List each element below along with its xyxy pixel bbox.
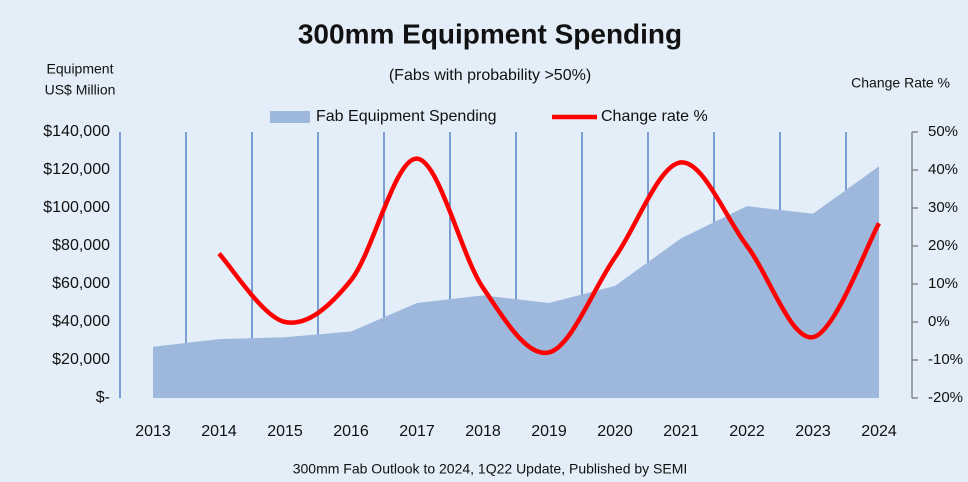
y2-tick-label: 0%	[928, 313, 950, 330]
y-tick-label: $120,000	[43, 161, 110, 178]
y2-tick-label: -10%	[928, 351, 963, 368]
area	[153, 166, 879, 398]
x-tick-label: 2019	[531, 423, 567, 440]
y-tick-label: $60,000	[52, 275, 110, 292]
x-tick-label: 2020	[597, 423, 633, 440]
y-axis-label: US$ Million	[45, 82, 116, 98]
legend-label: Fab Equipment Spending	[316, 108, 497, 125]
y-tick-label: $140,000	[43, 123, 110, 140]
x-tick-label: 2018	[465, 423, 501, 440]
x-tick-label: 2014	[201, 423, 237, 440]
chart-title: 300mm Equipment Spending	[298, 18, 682, 49]
y-tick-label: $80,000	[52, 237, 110, 254]
x-tick-label: 2023	[795, 423, 831, 440]
y-tick-label: $-	[96, 389, 110, 406]
chart-subtitle: (Fabs with probability >50%)	[389, 67, 591, 84]
x-tick-label: 2013	[135, 423, 171, 440]
y2-tick-label: -20%	[928, 389, 963, 406]
x-tick-label: 2017	[399, 423, 435, 440]
y2-tick-label: 20%	[928, 237, 958, 254]
y2-tick-label: 10%	[928, 275, 958, 292]
y2-tick-label: 40%	[928, 161, 958, 178]
x-tick-label: 2022	[729, 423, 765, 440]
y2-axis-label: Change Rate %	[851, 75, 950, 91]
x-tick-label: 2021	[663, 423, 699, 440]
y-tick-label: $100,000	[43, 199, 110, 216]
line	[217, 156, 881, 356]
y2-tick-label: 30%	[928, 199, 958, 216]
x-tick-label: 2024	[861, 423, 897, 440]
y-axis-label: Equipment	[47, 61, 114, 77]
y-tick-label: $40,000	[52, 313, 110, 330]
legend-swatch	[270, 111, 310, 123]
y-tick-label: $20,000	[52, 351, 110, 368]
legend-label: Change rate %	[601, 108, 708, 125]
x-tick-label: 2016	[333, 423, 369, 440]
x-tick-label: 2015	[267, 423, 303, 440]
y2-tick-label: 50%	[928, 123, 958, 140]
source-note: 300mm Fab Outlook to 2024, 1Q22 Update, …	[293, 461, 688, 477]
